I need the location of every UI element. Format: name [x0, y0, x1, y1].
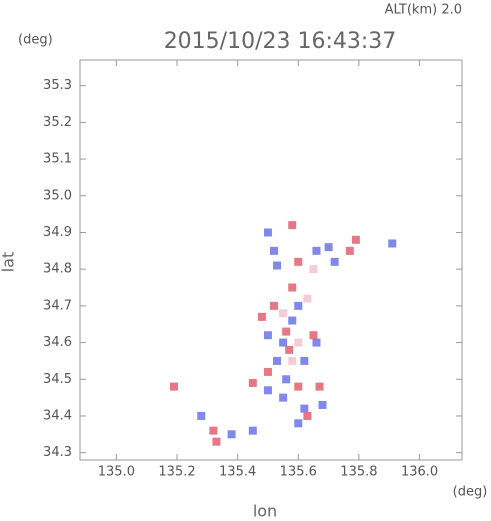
point: [300, 404, 309, 413]
point: [330, 257, 339, 266]
y-tick-label: 34.9: [43, 225, 72, 240]
point: [294, 419, 303, 428]
point: [388, 239, 397, 248]
x-tick-label: 135.0: [98, 465, 135, 480]
point: [263, 367, 272, 376]
x-tick-label: 135.4: [219, 465, 256, 480]
point: [263, 331, 272, 340]
point: [270, 246, 279, 255]
point: [257, 312, 266, 321]
point: [273, 356, 282, 365]
x-axis-label: lon: [253, 502, 277, 521]
x-tick-label: 135.6: [280, 465, 317, 480]
point: [309, 331, 318, 340]
point: [282, 375, 291, 384]
point: [324, 243, 333, 252]
point: [282, 327, 291, 336]
point: [294, 338, 303, 347]
y-unit: (deg): [18, 33, 53, 48]
point: [169, 382, 178, 391]
x-tick-label: 135.2: [158, 465, 195, 480]
point: [248, 378, 257, 387]
point: [294, 382, 303, 391]
y-tick-label: 34.7: [43, 298, 72, 313]
point: [351, 235, 360, 244]
plot-frame: [79, 59, 463, 461]
point: [303, 294, 312, 303]
point: [300, 356, 309, 365]
y-tick-label: 35.2: [43, 115, 72, 130]
point: [279, 309, 288, 318]
y-tick-label: 34.8: [43, 262, 72, 277]
point: [318, 400, 327, 409]
y-tick-label: 34.4: [43, 408, 72, 423]
y-tick-label: 35.3: [43, 78, 72, 93]
point: [288, 356, 297, 365]
point: [270, 301, 279, 310]
point: [279, 393, 288, 402]
point: [263, 386, 272, 395]
x-tick-label: 135.8: [340, 465, 377, 480]
point: [248, 426, 257, 435]
point: [309, 265, 318, 274]
altitude-label: ALT(km) 2.0: [385, 3, 462, 18]
chart-title: 2015/10/23 16:43:37: [164, 29, 397, 54]
y-tick-label: 34.6: [43, 335, 72, 350]
point: [345, 246, 354, 255]
point: [197, 411, 206, 420]
x-unit: (deg): [453, 485, 488, 500]
point: [288, 283, 297, 292]
point: [315, 382, 324, 391]
x-tick-label: 136.0: [401, 465, 438, 480]
y-axis-label: lat: [0, 252, 18, 273]
point: [279, 338, 288, 347]
y-tick-label: 34.3: [43, 445, 72, 460]
point: [285, 345, 294, 354]
point: [212, 437, 221, 446]
point: [312, 338, 321, 347]
point: [263, 228, 272, 237]
point: [288, 316, 297, 325]
point: [294, 257, 303, 266]
point: [209, 426, 218, 435]
point: [273, 261, 282, 270]
point: [303, 411, 312, 420]
point: [312, 246, 321, 255]
y-tick-label: 35.0: [43, 188, 72, 203]
y-tick-label: 35.1: [43, 152, 72, 167]
y-tick-label: 34.5: [43, 372, 72, 387]
point: [227, 430, 236, 439]
point: [288, 221, 297, 230]
point: [294, 301, 303, 310]
